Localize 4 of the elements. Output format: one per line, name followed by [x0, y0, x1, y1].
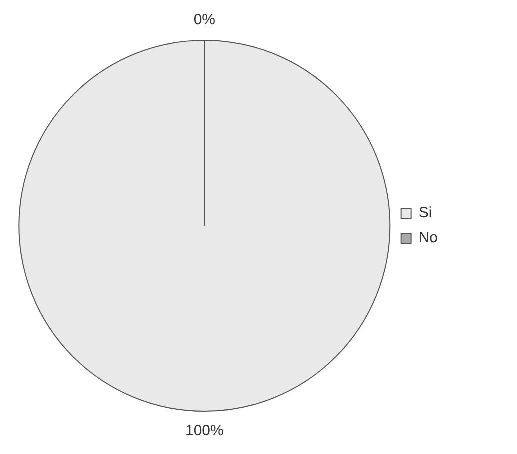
data-label: 100%	[185, 422, 224, 440]
legend-label: No	[418, 230, 438, 247]
legend-label: Si	[418, 204, 432, 222]
text: 0%	[194, 12, 216, 29]
